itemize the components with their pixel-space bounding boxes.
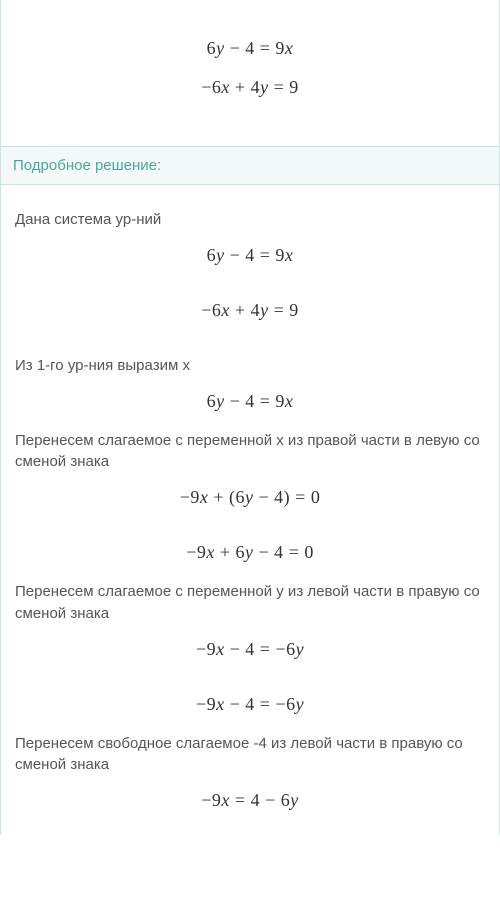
- solution-body: Дана система ур-ний 6y − 4 = 9x −6x + 4y…: [1, 185, 499, 835]
- equation: −9x + (6y − 4) = 0: [15, 487, 485, 508]
- equation: 6y − 4 = 9x: [11, 38, 489, 59]
- step-text: Дана система ур-ний: [15, 209, 485, 231]
- step-text: Перенесем слагаемое с переменной y из ле…: [15, 581, 485, 625]
- solution-container: 6y − 4 = 9x −6x + 4y = 9 Подробное решен…: [0, 0, 500, 835]
- equation: 6y − 4 = 9x: [15, 391, 485, 412]
- step-text: Перенесем слагаемое с переменной x из пр…: [15, 430, 485, 474]
- equation: −9x = 4 − 6y: [15, 790, 485, 811]
- equation: 6y − 4 = 9x: [15, 245, 485, 266]
- equation: −9x + 6y − 4 = 0: [15, 542, 485, 563]
- equation: −6x + 4y = 9: [11, 77, 489, 98]
- solution-header: Подробное решение:: [1, 146, 499, 185]
- problem-equations: 6y − 4 = 9x −6x + 4y = 9: [1, 0, 499, 146]
- equation: −6x + 4y = 9: [15, 300, 485, 321]
- step-text: Перенесем свободное слагаемое -4 из лево…: [15, 733, 485, 777]
- step-text: Из 1-го ур-ния выразим x: [15, 355, 485, 377]
- equation: −9x − 4 = −6y: [15, 639, 485, 660]
- equation: −9x − 4 = −6y: [15, 694, 485, 715]
